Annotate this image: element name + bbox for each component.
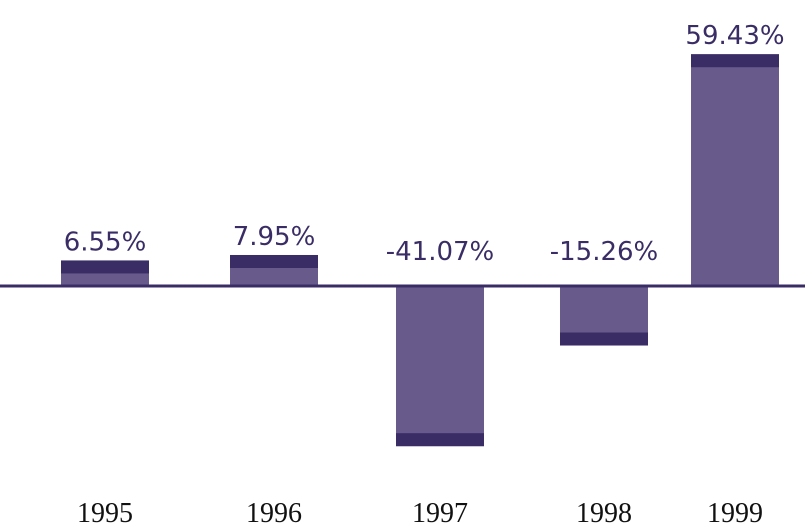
data-labels: 6.55% 7.95% -41.07% -15.26% 59.43% — [64, 21, 785, 267]
bars — [61, 54, 779, 447]
data-label-1999: 59.43% — [685, 21, 784, 51]
x-axis-tick-labels: 1995 1996 1997 1998 1999 — [77, 498, 763, 529]
tick-label-1999: 1999 — [707, 498, 763, 529]
tick-label-1997: 1997 — [412, 498, 468, 529]
bar-cap-1996 — [230, 254, 318, 268]
tick-label-1998: 1998 — [576, 498, 632, 529]
bar-1995 — [61, 260, 149, 286]
data-label-1995: 6.55% — [64, 227, 147, 257]
tick-label-1996: 1996 — [246, 498, 302, 529]
tick-label-1995: 1995 — [77, 498, 133, 529]
bar-body-1997 — [396, 286, 484, 447]
bar-body-1999 — [691, 54, 779, 287]
bar-1996 — [230, 254, 318, 286]
bar-1997 — [396, 286, 484, 447]
data-label-1997: -41.07% — [386, 237, 495, 267]
bar-cap-1997 — [396, 433, 484, 447]
bar-cap-1998 — [560, 332, 648, 346]
bar-cap-1999 — [691, 54, 779, 68]
data-label-1996: 7.95% — [233, 222, 316, 252]
bar-cap-1995 — [61, 260, 149, 274]
bar-1999 — [691, 54, 779, 287]
bar-1998 — [560, 286, 648, 346]
data-label-1998: -15.26% — [550, 237, 659, 267]
